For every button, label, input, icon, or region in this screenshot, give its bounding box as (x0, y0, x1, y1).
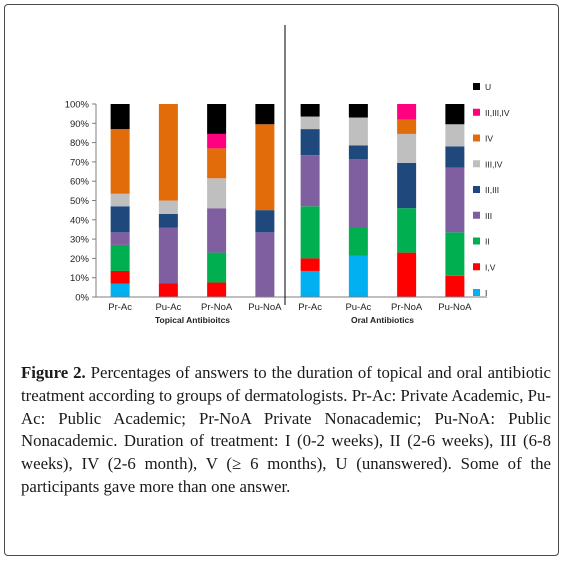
bar-segment (445, 275, 465, 297)
bar-segment (158, 227, 178, 284)
legend-swatch (473, 160, 480, 168)
legend-swatch (473, 134, 480, 142)
legend-label: III (485, 211, 492, 221)
caption-text: Percentages of answers to the duration o… (21, 363, 551, 496)
bar-segment (397, 104, 417, 120)
y-axis: 0% 10% 20% 30% 40% 50% 60% 70% 80% 90% 100% (65, 100, 97, 304)
bar-segment (397, 208, 417, 253)
bar-segment (110, 283, 130, 297)
x-tick-label: Pr-Ac (298, 302, 322, 313)
bar-segment (300, 155, 320, 207)
bar-segment (110, 129, 130, 194)
bar-segment (110, 244, 130, 271)
x-axis: Pr-Ac Pu-Ac Pr-NoA Pu-NoA Topical Antibioitc… (96, 25, 487, 325)
figure-frame: 0% 10% 20% 30% 40% 50% 60% 70% 80% 90% 100% Pr-Ac P… (4, 4, 559, 556)
stacked-bar-chart: 0%10%20%30%40%50%60%70%80%90%100% Pr-Ac P… (65, 25, 510, 325)
bar-segment (300, 206, 320, 259)
bar-segment (445, 124, 465, 147)
bar-segment (255, 104, 275, 125)
bar-segment (300, 116, 320, 130)
bar-segment (255, 124, 275, 211)
bar-segment (300, 258, 320, 271)
y-tick-label: 50% (70, 196, 90, 207)
bar-segment (110, 232, 130, 245)
y-tick-label: 10% (70, 273, 90, 284)
y-tick-label: 70% (70, 157, 90, 168)
bar-segment (348, 117, 368, 146)
y-tick-label: 100% (65, 100, 90, 111)
y-tick-label: 0% (75, 293, 89, 304)
bar-segment (207, 208, 227, 253)
bar-segment (445, 232, 465, 276)
legend-label: II,III (485, 185, 499, 195)
bar-segment (445, 167, 465, 233)
legend-swatch (473, 186, 480, 193)
x-tick-label: Pr-NoA (201, 302, 233, 313)
legend-label: U (485, 82, 491, 92)
bar-segment (397, 252, 417, 297)
y-tick-label: 30% (70, 235, 90, 246)
bar-segment (110, 104, 130, 130)
legend-label: IV (485, 134, 493, 144)
bar-segment (207, 133, 227, 149)
bar-segment (207, 104, 227, 134)
bar-segment (300, 270, 320, 297)
legend-swatch (473, 263, 480, 271)
y-tick-label: 40% (70, 215, 90, 226)
legend-swatch (473, 237, 480, 245)
bar-segment (207, 178, 227, 209)
bar-segment (348, 145, 368, 160)
x-tick-label: Pr-NoA (391, 302, 423, 313)
y-tick-label: 80% (70, 138, 90, 149)
bar-segment (300, 104, 320, 117)
x-tick-label: Pr-Ac (108, 302, 132, 313)
bar-segment (158, 104, 178, 201)
legend-swatch (473, 289, 480, 296)
legend-swatch (473, 83, 480, 90)
bar-segment (300, 129, 320, 156)
x-tick-label: Pu-Ac (345, 302, 371, 313)
legend-label: I,V (485, 262, 496, 272)
bar-segment (348, 104, 368, 118)
bar-segment (445, 146, 465, 168)
x-tick-label: Pu-Ac (155, 302, 181, 313)
bar-segment (207, 252, 227, 283)
legend-label: III,IV (485, 159, 503, 169)
bar-segment (348, 255, 368, 297)
bar-segment (397, 133, 417, 163)
bar-segment (110, 206, 130, 233)
panel-label: Topical Antibioitcs (155, 315, 230, 325)
bar-segment (255, 210, 275, 233)
y-tick-label: 20% (70, 254, 90, 265)
bar-segment (348, 227, 368, 256)
x-tick-label: Pu-NoA (438, 302, 472, 313)
bar-segment (255, 232, 275, 297)
bars-layer (110, 104, 465, 297)
panel-label: Oral Antibiotics (351, 315, 414, 325)
bar-segment (158, 200, 178, 215)
y-tick-label: 90% (70, 119, 90, 130)
legend-swatch (473, 108, 480, 116)
bar-segment (348, 159, 368, 228)
caption-label: Figure 2. (21, 363, 86, 382)
figure-caption: Figure 2. Percentages of answers to the … (21, 362, 551, 499)
bar-segment (397, 119, 417, 134)
bar-segment (110, 270, 130, 284)
bar-segment (207, 148, 227, 179)
bar-segment (158, 214, 178, 228)
x-tick-label: Pu-NoA (248, 302, 282, 313)
legend-label: II (485, 237, 490, 247)
bar-segment (445, 104, 465, 125)
legend-label: I (485, 288, 487, 298)
bar-segment (158, 283, 178, 297)
bar-segment (110, 193, 130, 207)
legend-swatch (473, 211, 480, 219)
legend-label: II,III,IV (485, 108, 510, 118)
y-tick-label: 60% (70, 177, 90, 188)
bar-segment (207, 282, 227, 297)
bar-segment (397, 162, 417, 209)
